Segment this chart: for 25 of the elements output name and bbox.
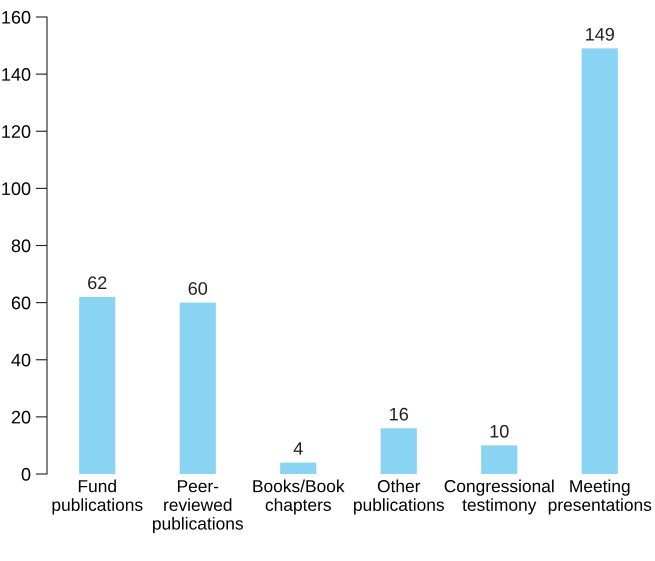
x-tick-label: Peer- reviewed publications xyxy=(153,480,243,534)
y-tick-label: 60 xyxy=(12,296,30,310)
y-tick-label: 80 xyxy=(12,239,30,252)
x-tick-label: Other publications xyxy=(354,480,444,514)
bar xyxy=(481,445,518,474)
y-tick-label: 0 xyxy=(22,468,30,481)
x-tick-label: Books/Book chapters xyxy=(253,480,345,514)
bar xyxy=(582,48,618,474)
bar xyxy=(280,462,316,474)
bar xyxy=(79,296,116,474)
y-tick-label: 140 xyxy=(2,68,30,81)
bar xyxy=(380,428,417,474)
y-tick-label: 120 xyxy=(2,125,30,138)
data-label: 60 xyxy=(188,282,208,295)
y-tick-label: 100 xyxy=(2,182,30,196)
data-label: 62 xyxy=(88,276,106,290)
y-tick-label: 20 xyxy=(12,410,30,424)
bar xyxy=(180,302,216,474)
y-tick-label: 160 xyxy=(2,10,30,24)
data-label: 4 xyxy=(294,442,303,455)
data-label: 16 xyxy=(390,408,408,421)
x-tick-label: Fund publications xyxy=(52,480,142,514)
data-label: 10 xyxy=(490,424,509,438)
data-label: 149 xyxy=(586,28,614,41)
y-tick-label: 40 xyxy=(11,354,30,366)
